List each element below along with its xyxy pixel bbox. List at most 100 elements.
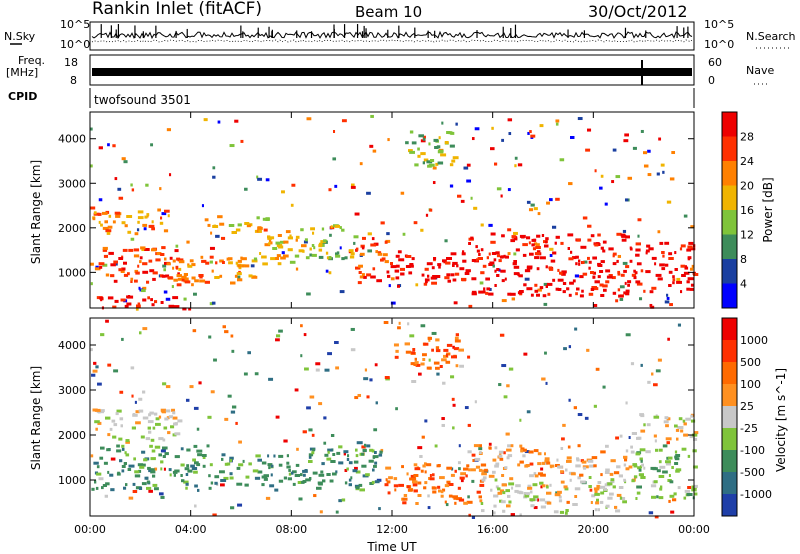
echo-cell [379,450,383,454]
echo-cell [309,395,315,399]
echo-cell [498,454,503,458]
echo-cell [530,203,535,207]
echo-cell [432,490,437,494]
echo-cell [607,496,613,500]
echo-cell [511,486,514,490]
echo-cell [272,247,278,250]
echo-cell [568,293,572,297]
echo-cell [135,486,142,490]
echo-cell [374,480,380,484]
echo-cell [401,465,404,469]
echo-cell [261,483,265,487]
echo-cell [359,252,365,256]
echo-cell [582,216,588,220]
echo-cell [667,337,670,341]
power-colorbar-label: Power [dB] [761,177,775,242]
echo-cell [555,119,560,123]
echo-cell [552,251,557,255]
echo-cell [536,250,541,254]
echo-cell [330,225,333,229]
echo-cell [107,225,113,229]
echo-cell [289,234,292,238]
echo-cell [466,179,472,183]
echo-cell [619,496,623,500]
echo-cell [261,461,267,465]
echo-cell [498,383,502,387]
echo-cell [387,491,391,495]
echo-cell [424,419,428,423]
echo-cell [555,235,560,239]
echo-cell [463,501,468,505]
echo-cell [409,150,415,154]
echo-cell [647,149,651,153]
echo-cell [589,488,593,492]
echo-cell [196,427,200,431]
echo-cell [92,369,98,373]
colorbar-swatch [722,185,737,210]
echo-cell [498,450,504,454]
echo-cell [193,406,199,410]
echo-cell [119,459,123,463]
echo-cell [304,238,308,242]
echo-cell [692,449,697,453]
echo-cell [230,410,236,414]
echo-cell [243,372,248,376]
echo-cell [513,231,518,235]
echo-cell [520,447,525,451]
echo-cell [201,259,207,263]
echo-cell [209,260,213,264]
echo-cell [234,274,238,278]
echo-cell [177,419,183,423]
echo-cell [339,226,342,230]
echo-cell [336,251,340,255]
echo-cell [120,270,125,273]
power-heatmap [90,114,699,311]
echo-cell [120,424,123,428]
echo-cell [680,429,684,433]
echo-cell [544,457,550,461]
echo-cell [121,469,125,473]
echo-cell [587,459,594,463]
echo-cell [485,277,490,281]
echo-cell [674,455,678,459]
echo-cell [559,510,564,514]
echo-cell [640,269,644,273]
echo-cell [196,449,203,453]
echo-cell [132,482,136,486]
echo-cell [184,277,189,281]
echo-cell [560,470,564,474]
echo-cell [138,397,143,401]
echo-cell [611,180,615,184]
colorbar-tick-label: -25 [740,422,758,435]
echo-cell [494,478,498,482]
echo-cell [162,382,167,386]
echo-cell [485,291,489,295]
echo-cell [618,294,624,298]
echo-cell [555,491,559,495]
echo-cell [211,301,216,305]
echo-cell [270,257,276,261]
echo-cell [605,468,610,472]
echo-cell [149,411,154,415]
echo-cell [417,481,422,485]
echo-cell [139,256,143,260]
echo-cell [334,341,339,345]
echo-cell [280,240,285,244]
echo-cell [105,229,112,233]
echo-cell [193,444,198,448]
echo-cell [150,438,155,442]
echo-cell [146,213,150,217]
echo-cell [662,254,665,258]
echo-cell [489,446,492,450]
echo-cell [563,347,567,351]
echo-cell [581,261,585,264]
echo-cell [651,372,654,376]
echo-cell [674,457,680,461]
echo-cell [91,487,95,491]
echo-cell [107,296,114,300]
echo-cell [636,282,643,286]
echo-cell [254,372,259,376]
echo-cell [395,276,400,280]
echo-cell [536,498,540,502]
echo-cell [348,461,353,465]
